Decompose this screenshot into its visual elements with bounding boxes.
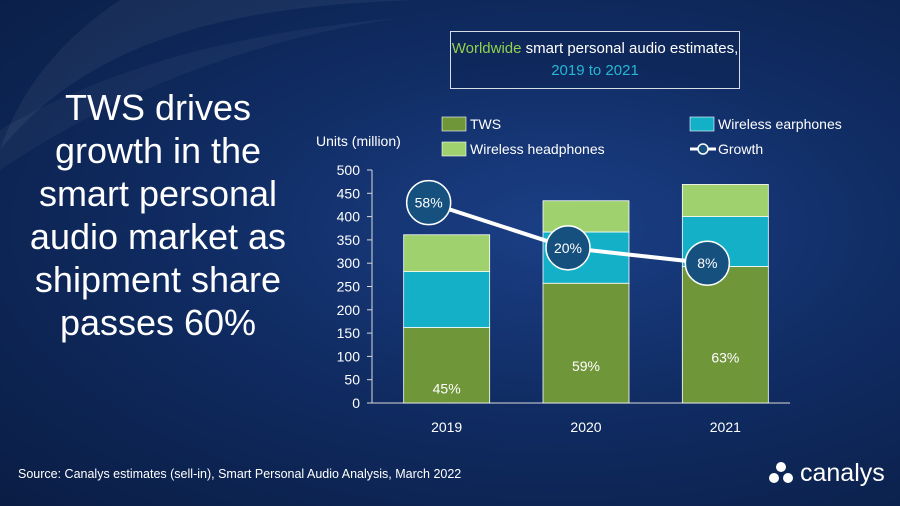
bar-data-label: 63%	[711, 350, 739, 366]
y-tick-label: 350	[337, 232, 361, 248]
bar-wireless-headphones	[542, 200, 630, 233]
y-tick-label: 100	[337, 348, 361, 364]
x-tick-label: 2020	[570, 419, 601, 435]
legend-label: Wireless earphones	[718, 116, 842, 132]
x-tick-label: 2019	[431, 419, 462, 435]
title-highlight-worldwide: Worldwide	[451, 40, 522, 57]
bar-tws	[681, 266, 769, 404]
brand-name: canalys	[800, 458, 885, 487]
growth-marker	[684, 240, 731, 286]
chart-title-box: Worldwide smart personal audio estimates…	[450, 31, 740, 89]
bar-tws	[542, 282, 630, 404]
legend-swatch-marker	[697, 143, 709, 155]
y-tick-label: 0	[352, 395, 360, 411]
x-tick-label: 2021	[710, 419, 741, 435]
headline-line: passes 60%	[59, 302, 257, 343]
bar-data-label: 59%	[572, 358, 600, 374]
headline-line: audio market as	[29, 216, 287, 257]
growth-marker	[405, 179, 452, 226]
growth-label: 20%	[554, 240, 582, 256]
y-axis-label: Units (million)	[316, 133, 401, 149]
growth-marker	[545, 225, 591, 271]
y-tick-label: 450	[337, 185, 361, 201]
bar-wireless-earphones	[403, 271, 491, 328]
headline-line: growth in the	[54, 130, 262, 171]
y-tick-label: 50	[344, 372, 360, 388]
legend-swatch	[689, 116, 715, 132]
headline-line: smart personal	[38, 173, 278, 214]
y-tick-label: 200	[337, 302, 361, 318]
title-highlight-years: 2019 to 2021	[551, 62, 639, 79]
legend-swatch	[441, 141, 467, 157]
source-note: Source: Canalys estimates (sell-in), Sma…	[18, 467, 462, 481]
legend-label: TWS	[470, 116, 501, 132]
legend-swatch	[441, 116, 467, 132]
y-tick-label: 400	[337, 209, 361, 225]
y-tick-label: 500	[337, 162, 361, 178]
growth-label: 8%	[697, 255, 717, 271]
title-text: smart personal audio estimates,	[521, 40, 739, 57]
headline: TWS drives growth in the smart personal …	[18, 86, 298, 344]
growth-label: 58%	[415, 195, 443, 211]
legend-label: Wireless headphones	[470, 141, 605, 157]
y-tick-label: 250	[337, 279, 361, 295]
bar-data-label: 45%	[433, 380, 461, 396]
headline-line: shipment share	[34, 259, 282, 300]
bar-wireless-headphones	[681, 184, 769, 217]
headline-line: TWS drives	[64, 87, 251, 128]
bar-wireless-headphones	[403, 234, 491, 272]
canalys-logo: canalys	[768, 458, 885, 488]
y-tick-label: 300	[337, 255, 361, 271]
legend-label: Growth	[718, 141, 763, 157]
y-tick-label: 150	[337, 325, 361, 341]
canalys-logo-icon	[769, 462, 793, 483]
